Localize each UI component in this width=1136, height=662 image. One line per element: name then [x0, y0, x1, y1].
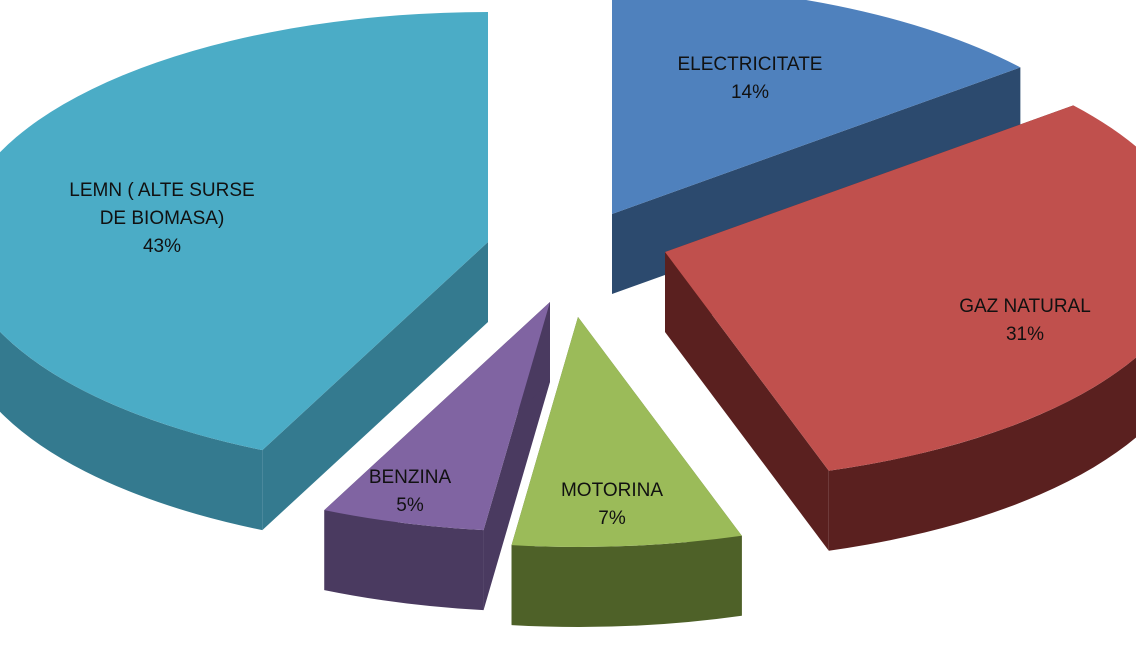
- slice-label-0: ELECTRICITATE 14%: [678, 54, 823, 103]
- slice-pct-label: 7%: [598, 508, 626, 529]
- slice-top-1: [665, 105, 1136, 471]
- slice-pct-label: 43%: [143, 236, 181, 257]
- slice-top-3: [324, 302, 550, 531]
- slice-side-4: [0, 242, 488, 531]
- slice-top-2: [511, 317, 742, 547]
- slice-name-line: MOTORINA: [561, 480, 663, 501]
- slice-label-3: BENZINA 5%: [369, 467, 452, 516]
- slice-top-4: [0, 12, 488, 451]
- slice-wall-1-1: [665, 252, 829, 551]
- slice-rim-4-0: [0, 331, 263, 531]
- slice-name-line: DE BIOMASA): [100, 208, 225, 229]
- slice-label-1: GAZ NATURAL 31%: [959, 296, 1091, 345]
- slice-pct-label: 14%: [731, 82, 769, 103]
- slice-name-line: ELECTRICITATE: [678, 54, 823, 75]
- slice-pct-label: 31%: [1006, 324, 1044, 345]
- slice-name-line: LEMN ( ALTE SURSE: [69, 180, 254, 201]
- pie-labels: ELECTRICITATE 14% GAZ NATURAL 31% MOTORINA 7%…: [69, 54, 1091, 529]
- slice-label-2: MOTORINA 7%: [561, 480, 663, 529]
- slice-rim-3-0: [324, 510, 484, 611]
- slice-top-0: [612, 0, 1021, 214]
- slice-label-4: LEMN ( ALTE SURSE DE BIOMASA) 43%: [69, 180, 254, 257]
- slice-rim-2-0: [511, 535, 742, 627]
- pie-tops: [0, 0, 1136, 547]
- slice-rim-1-0: [828, 357, 1136, 551]
- slice-name-line: BENZINA: [369, 467, 452, 488]
- slice-pct-label: 5%: [396, 495, 424, 516]
- slice-name-line: GAZ NATURAL: [959, 296, 1091, 317]
- slice-wall-4-0: [262, 242, 488, 531]
